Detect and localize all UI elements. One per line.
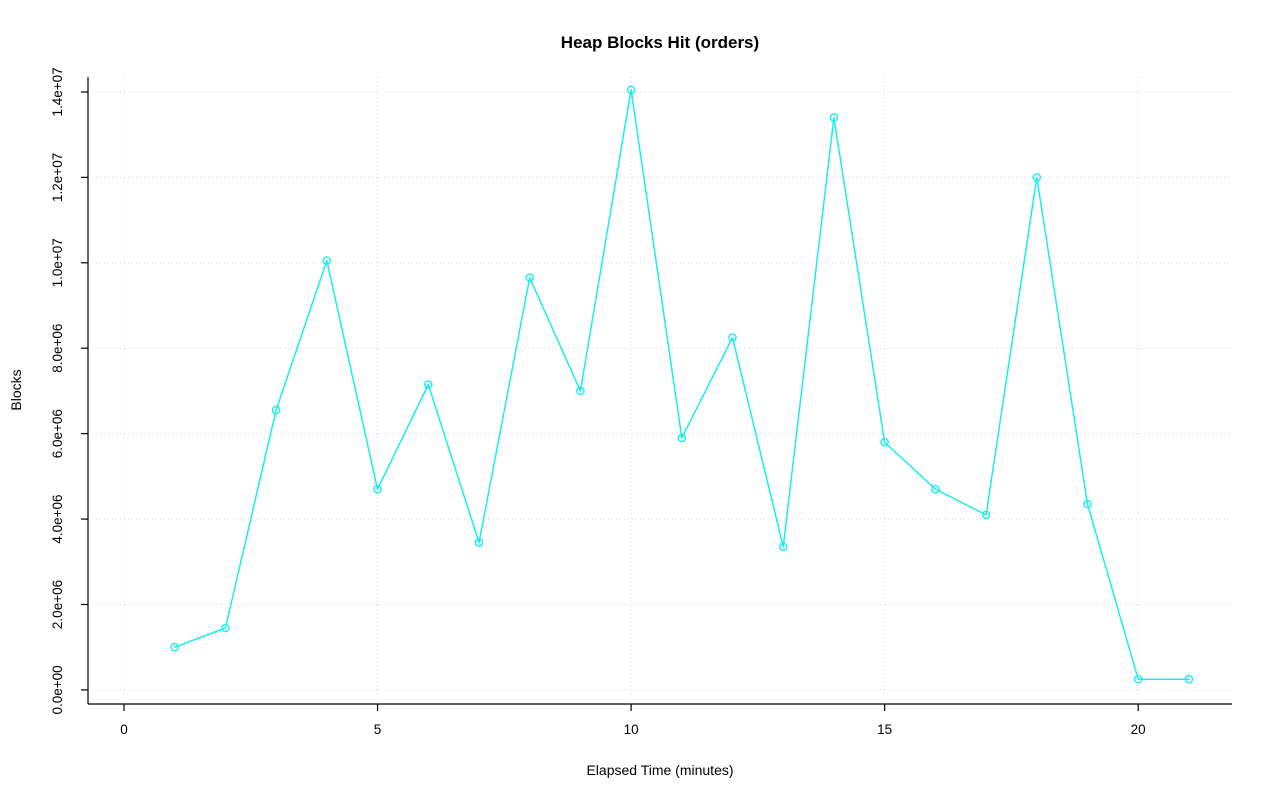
data-point <box>981 510 991 520</box>
x-tick-label: 10 <box>624 722 639 737</box>
data-point <box>576 386 585 396</box>
x-tick-label: 0 <box>120 722 128 737</box>
data-point <box>1133 674 1143 684</box>
data-point <box>778 542 788 552</box>
y-tick-label: 6.0e+06 <box>50 409 65 458</box>
y-tick-label: 8.0e+06 <box>50 324 65 373</box>
x-axis-label: Elapsed Time (minutes) <box>586 762 733 778</box>
y-tick-label: 1.4e+07 <box>50 67 65 116</box>
series-line <box>173 89 1190 680</box>
chart-title: Heap Blocks Hit (orders) <box>561 33 759 52</box>
data-point <box>1083 499 1092 509</box>
y-tick-label: 2.0e+06 <box>50 580 65 629</box>
x-tick-label: 20 <box>1131 722 1146 737</box>
data-point <box>221 623 230 633</box>
data-point <box>271 405 281 415</box>
grid-lines <box>88 77 1232 704</box>
data-point <box>880 437 889 447</box>
y-tick-label: 1.2e+07 <box>50 153 65 202</box>
y-tick-label: 0.0e+00 <box>50 665 65 714</box>
data-point <box>170 642 179 652</box>
data-point <box>373 484 382 494</box>
data-point <box>677 433 687 443</box>
data-point <box>322 256 332 266</box>
y-tick-label: 1.0e+07 <box>50 238 65 287</box>
x-tick-label: 5 <box>374 722 382 737</box>
data-point <box>1032 173 1042 182</box>
data-point <box>525 273 535 283</box>
data-point <box>728 333 737 342</box>
y-tick-label: 4.0e+06 <box>50 494 65 543</box>
data-point <box>931 484 940 494</box>
data-point <box>474 538 484 547</box>
data-point <box>1184 674 1194 684</box>
x-tick-label: 15 <box>877 722 892 737</box>
axes: 0 5 10 15 20 0.0e+00 2.0e+06 4.0e+06 6.0e+06 8.0e… <box>50 67 1232 737</box>
data-point <box>423 380 433 389</box>
data-point <box>829 113 839 122</box>
data-point <box>626 85 636 95</box>
data-series <box>170 85 1194 684</box>
y-axis-label: Blocks <box>8 369 24 410</box>
